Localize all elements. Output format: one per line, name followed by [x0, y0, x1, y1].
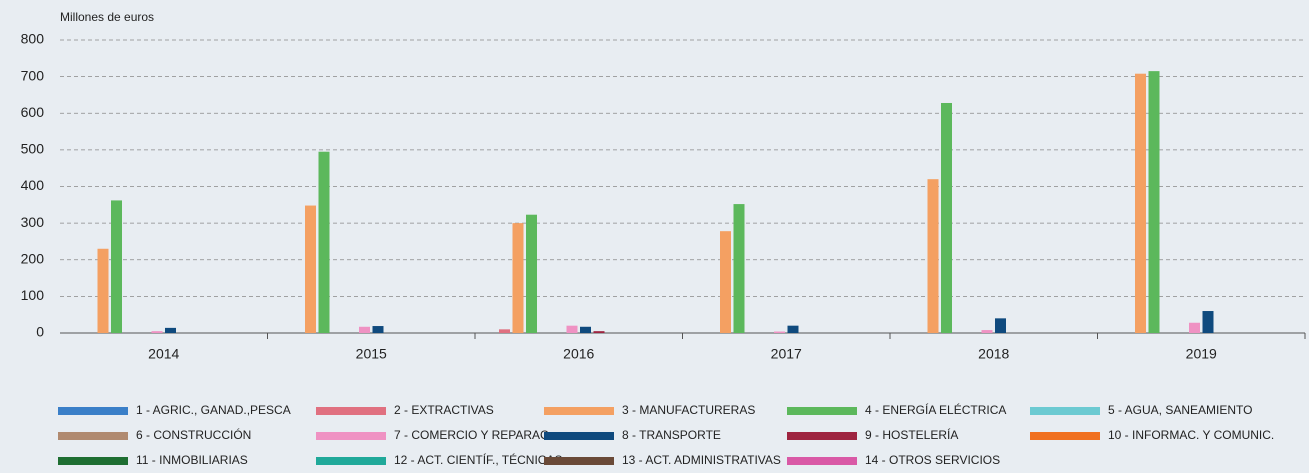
- legend-label: 3 - MANUFACTURERAS: [622, 403, 755, 417]
- bar: [97, 248, 109, 333]
- y-tick-label: 300: [21, 214, 45, 230]
- bar: [305, 205, 316, 333]
- bar: [526, 214, 537, 333]
- bar: [372, 326, 384, 333]
- bar: [927, 179, 939, 333]
- legend-swatch: [316, 432, 386, 440]
- legend-swatch: [544, 407, 614, 415]
- legend-swatch: [544, 432, 614, 440]
- y-tick-label: 400: [21, 177, 45, 193]
- legend-swatch: [58, 432, 128, 440]
- y-axis-label: Millones de euros: [60, 10, 154, 24]
- legend-label: 2 - EXTRACTIVAS: [394, 403, 494, 417]
- bar: [995, 318, 1006, 333]
- legend-label: 4 - ENERGÍA ELÉCTRICA: [865, 402, 1006, 417]
- legend-label: 7 - COMERCIO Y REPARAC.: [394, 428, 552, 442]
- y-tick-label: 100: [21, 287, 45, 303]
- bar: [499, 329, 510, 333]
- bar: [720, 231, 731, 333]
- x-tick-label: 2016: [563, 346, 594, 362]
- legend-label: 13 - ACT. ADMINISTRATIVAS: [622, 453, 781, 467]
- x-tick-label: 2019: [1186, 346, 1217, 362]
- legend-swatch: [58, 407, 128, 415]
- bar: [318, 151, 330, 333]
- legend-label: 12 - ACT. CIENTÍF., TÉCNICAS: [394, 452, 562, 467]
- legend-swatch: [1030, 432, 1100, 440]
- bar: [580, 326, 591, 333]
- y-tick-label: 600: [21, 104, 45, 120]
- bar: [111, 200, 122, 333]
- y-tick-label: 800: [21, 31, 45, 47]
- bar: [1189, 322, 1200, 333]
- bar: [733, 204, 745, 333]
- legend-label: 11 - INMOBILIARIAS: [136, 453, 248, 467]
- y-tick-label: 500: [21, 141, 45, 157]
- bar: [359, 326, 370, 333]
- x-tick-label: 2017: [771, 346, 802, 362]
- bar: [151, 331, 163, 333]
- legend-label: 6 - CONSTRUCCIÓN: [136, 427, 251, 442]
- legend-label: 14 - OTROS SERVICIOS: [865, 453, 1000, 467]
- bar: [1135, 73, 1146, 333]
- legend-swatch: [544, 457, 614, 465]
- legend-swatch: [58, 457, 128, 465]
- bar: [1202, 311, 1214, 333]
- bar: [165, 327, 176, 333]
- legend-label: 10 - INFORMAC. Y COMUNIC.: [1108, 428, 1274, 442]
- legend-label: 5 - AGUA, SANEAMIENTO: [1108, 403, 1252, 417]
- bar: [512, 223, 524, 333]
- bar: [593, 331, 605, 333]
- legend-swatch: [787, 407, 857, 415]
- legend-swatch: [316, 457, 386, 465]
- y-tick-label: 700: [21, 67, 45, 83]
- legend-label: 8 - TRANSPORTE: [622, 428, 721, 442]
- bar: [774, 331, 785, 333]
- legend-swatch: [316, 407, 386, 415]
- x-tick-label: 2015: [356, 346, 387, 362]
- x-tick-label: 2014: [148, 346, 179, 362]
- y-tick-label: 200: [21, 250, 45, 266]
- y-tick-label: 0: [36, 324, 44, 340]
- legend-swatch: [1030, 407, 1100, 415]
- legend-label: 9 - HOSTELERÍA: [865, 427, 958, 442]
- x-tick-label: 2018: [978, 346, 1009, 362]
- legend-swatch: [787, 457, 857, 465]
- bar: [1148, 71, 1160, 333]
- legend-swatch: [787, 432, 857, 440]
- bar: [566, 325, 578, 333]
- legend-label: 1 - AGRIC., GANAD.,PESCA: [136, 403, 291, 417]
- bar: [981, 330, 993, 333]
- bar: [941, 102, 952, 334]
- bar: [787, 325, 799, 333]
